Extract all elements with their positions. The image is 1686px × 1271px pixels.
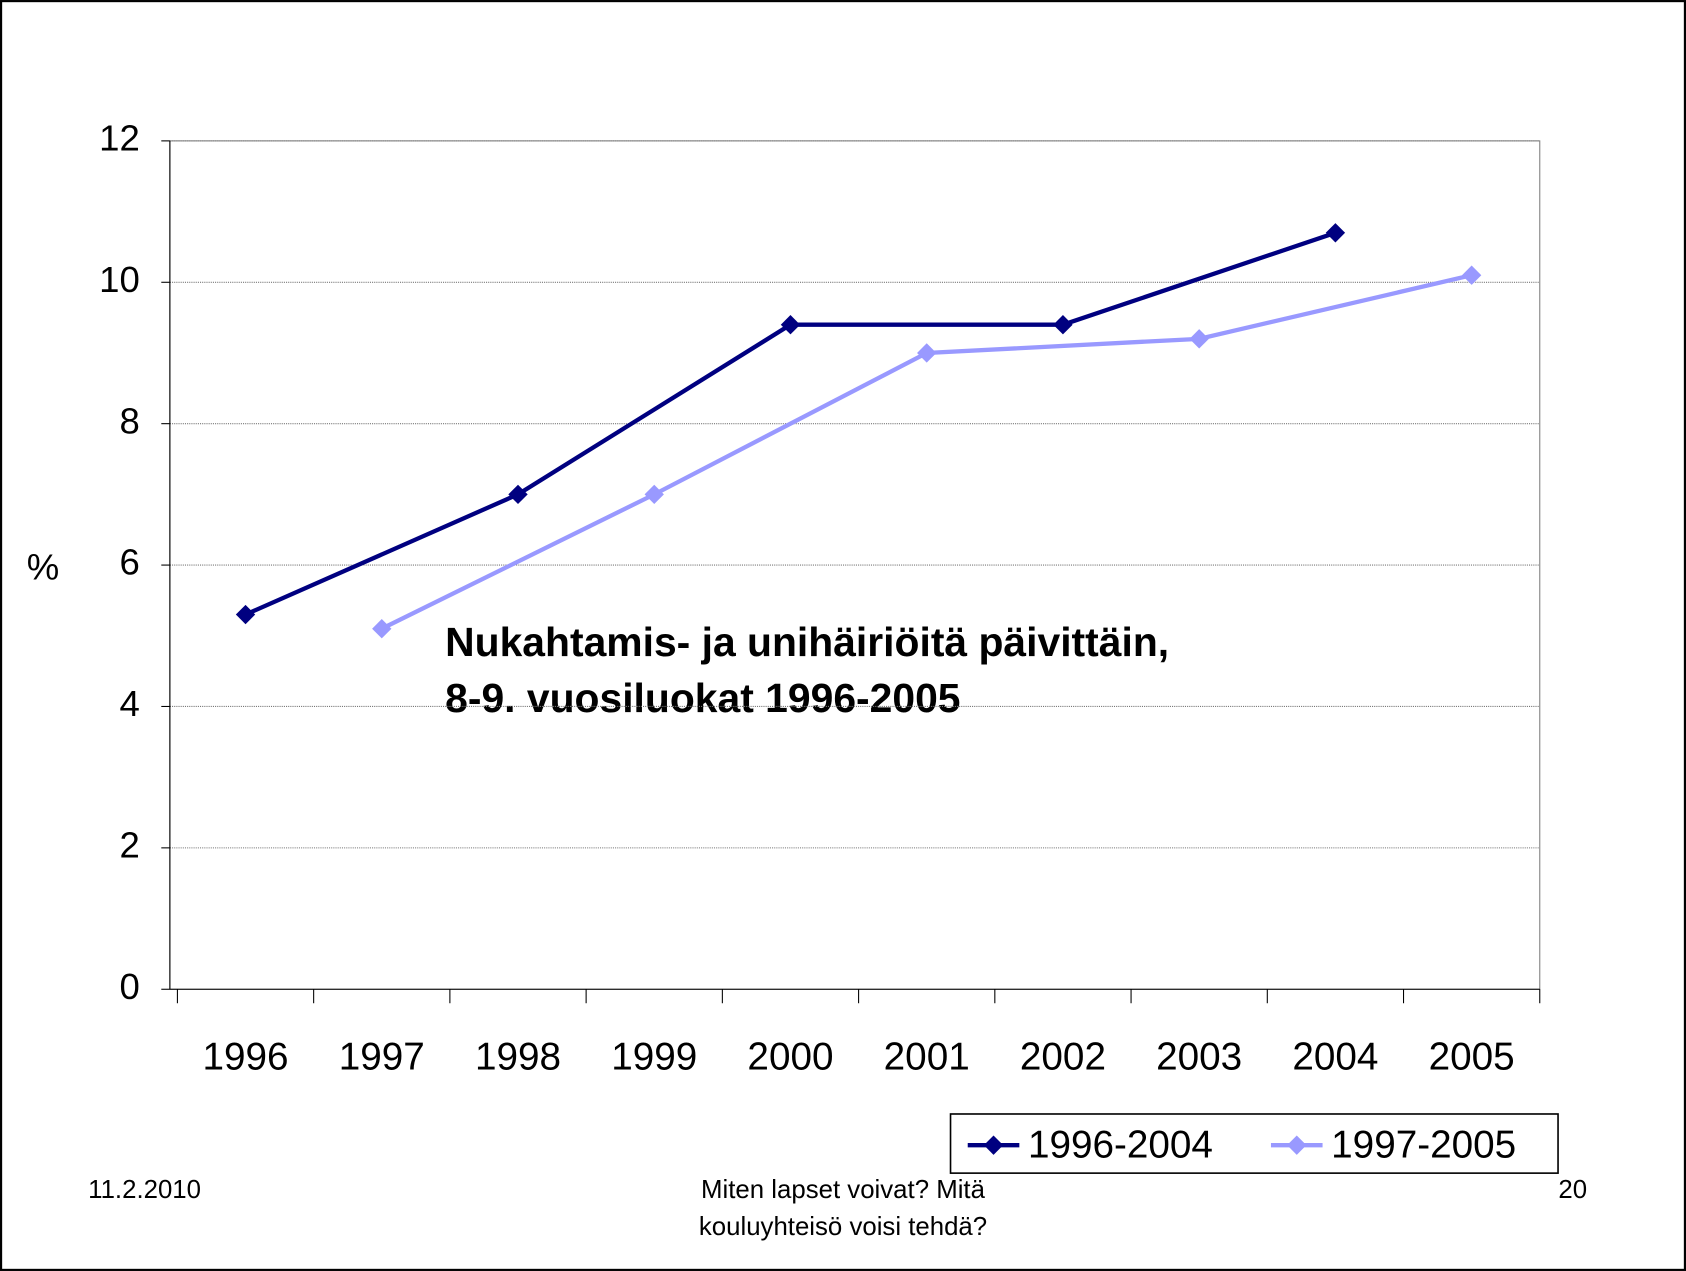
chart-title: 8-9. vuosiluokat 1996-2005	[445, 675, 960, 721]
x-tick-label: 1996	[202, 1035, 288, 1078]
data-point	[644, 484, 664, 505]
x-tick-label: 2002	[1020, 1035, 1106, 1078]
x-tick-label: 2004	[1292, 1035, 1378, 1078]
footer-page: 20	[1558, 1176, 1587, 1204]
x-tick-label: 2000	[747, 1035, 833, 1078]
data-point	[917, 343, 937, 363]
y-tick-label: 12	[99, 118, 140, 159]
legend-box	[949, 1113, 1559, 1174]
legend-label: 1997-2005	[1331, 1124, 1516, 1167]
x-tick-label: 2003	[1156, 1035, 1242, 1078]
data-point	[1325, 223, 1346, 243]
data-point	[508, 484, 528, 505]
legend-label: 1996-2004	[1028, 1124, 1213, 1167]
x-tick-label: 2001	[884, 1035, 970, 1078]
data-point	[235, 604, 256, 625]
x-tick-label: 1997	[339, 1035, 425, 1078]
footer-text: Miten lapset voivat? Mitä	[701, 1176, 986, 1204]
y-axis-label: %	[27, 547, 60, 588]
series-line	[380, 273, 1473, 631]
data-point	[1053, 315, 1073, 335]
y-tick-label: 8	[119, 400, 139, 441]
footer-text: kouluyhteisö voisi tehdä?	[699, 1213, 987, 1241]
y-tick-label: 6	[119, 542, 139, 583]
data-point	[372, 619, 392, 639]
x-tick-label: 1999	[611, 1035, 697, 1078]
y-tick-label: 0	[119, 966, 139, 1007]
x-tick-label: 1998	[475, 1035, 561, 1078]
y-tick-label: 2	[119, 825, 139, 866]
y-tick-label: 4	[119, 683, 139, 724]
data-point	[780, 315, 801, 335]
footer-date: 11.2.2010	[88, 1176, 201, 1204]
x-tick-label: 2005	[1429, 1035, 1515, 1078]
chart-title: Nukahtamis- ja unihäiriöitä päivittäin,	[445, 619, 1169, 665]
y-tick-label: 10	[99, 259, 140, 300]
data-point	[1189, 329, 1209, 349]
